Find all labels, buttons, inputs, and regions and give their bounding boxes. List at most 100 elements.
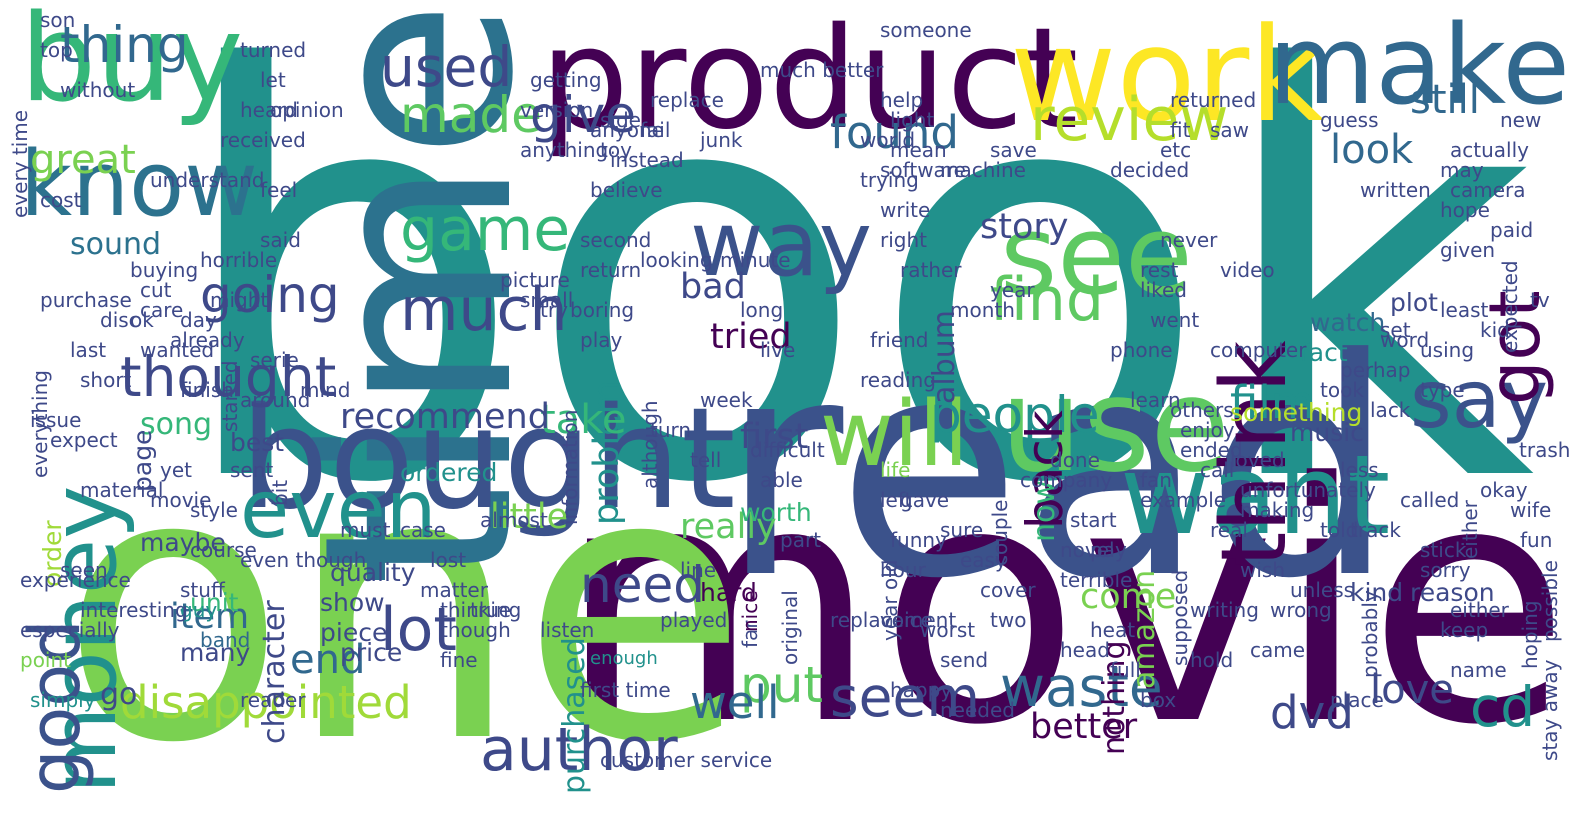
- word-friend: friend: [870, 328, 929, 352]
- word-might: might: [210, 288, 269, 312]
- word-sorry: sorry: [1420, 558, 1471, 582]
- word-written: written: [1360, 178, 1431, 202]
- word-life: life: [880, 458, 911, 482]
- word-purchase: purchase: [40, 288, 132, 312]
- word-write: write: [880, 198, 931, 222]
- word-left: left: [880, 488, 913, 512]
- word-much: much: [400, 275, 568, 345]
- word-way: way: [690, 192, 873, 297]
- word-camera: camera: [1450, 178, 1526, 202]
- word-listen: listen: [540, 618, 595, 642]
- word-head: head: [1060, 638, 1110, 662]
- word-possible: possible: [1538, 560, 1562, 642]
- word-computer: computer: [1210, 338, 1307, 362]
- word-stick: stick: [1420, 538, 1467, 562]
- word-place: place: [1330, 688, 1384, 712]
- word-see: see: [1000, 191, 1193, 319]
- word-around: around: [240, 388, 311, 412]
- word-send: send: [940, 648, 989, 672]
- word-phone: phone: [1110, 338, 1173, 362]
- word-heat: heat: [1090, 618, 1136, 642]
- word-maybe: maybe: [140, 528, 226, 557]
- word-customer-service: customer service: [600, 748, 773, 772]
- word-decided: decided: [1110, 158, 1190, 182]
- word-wife: wife: [1510, 498, 1552, 522]
- word-stay-away: stay away: [1538, 659, 1562, 761]
- word-word: word: [1380, 328, 1430, 352]
- word-style: style: [190, 498, 238, 522]
- word-replace: replace: [650, 88, 724, 112]
- word-go: go: [100, 677, 138, 712]
- word-already: already: [170, 328, 245, 352]
- word-pay: pay: [1090, 538, 1127, 562]
- word-make: make: [1268, 1, 1570, 129]
- word-though: though: [440, 618, 511, 642]
- word-small: small: [520, 288, 574, 312]
- word-box: box: [1140, 688, 1177, 712]
- word-unit: unit: [190, 588, 239, 617]
- word-almost: almost: [480, 508, 548, 532]
- word-quality: quality: [330, 558, 416, 587]
- word-unfortunately: unfortunately: [1240, 478, 1376, 502]
- word-matter: matter: [420, 578, 488, 602]
- word-kid: kid: [1480, 318, 1510, 342]
- word-ordered: ordered: [400, 458, 498, 487]
- word-especially: especially: [20, 618, 120, 642]
- word-fun: fun: [1520, 528, 1553, 552]
- word-day: day: [180, 308, 217, 332]
- word-product: product: [540, 0, 1079, 161]
- word-really: really: [680, 507, 777, 547]
- word-short: short: [80, 368, 132, 392]
- word-every-time: every time: [8, 109, 32, 218]
- word-say: say: [1410, 353, 1549, 446]
- word-try: try: [540, 298, 568, 322]
- word-fine: fine: [440, 648, 478, 672]
- word-son: son: [40, 8, 76, 32]
- word-material: material: [80, 478, 164, 502]
- word-played: played: [660, 608, 728, 632]
- word-cost: cost: [40, 188, 82, 212]
- word-simply: simply: [30, 688, 96, 712]
- word-trash: trash: [1519, 438, 1570, 462]
- word-learn: learn: [1130, 388, 1181, 412]
- word-anyone: anyone: [590, 118, 664, 142]
- word-boring: boring: [570, 298, 635, 322]
- word-author: author: [480, 715, 678, 785]
- word-one: one: [60, 394, 749, 824]
- word-music: music: [1290, 418, 1364, 447]
- word-best: best: [230, 428, 285, 457]
- word-hope: hope: [1440, 198, 1490, 222]
- word-first: first: [740, 417, 809, 457]
- word-purchased: purchased: [557, 637, 592, 794]
- word-must: must: [340, 518, 391, 542]
- word-light: light: [890, 108, 935, 132]
- word-waste: waste: [1000, 655, 1163, 719]
- word-review: review: [1030, 85, 1229, 155]
- word-perhap: perhap: [1340, 358, 1411, 382]
- word-point: point: [20, 648, 72, 672]
- word-reading: reading: [860, 368, 936, 392]
- word-enjoy: enjoy: [1180, 418, 1235, 442]
- word-started: started: [218, 360, 242, 432]
- word-week: week: [700, 388, 753, 412]
- word-right: right: [880, 228, 927, 252]
- word-mind: mind: [300, 378, 351, 402]
- word-song: song: [140, 407, 213, 442]
- word-tv: tv: [1530, 288, 1550, 312]
- word-know: know: [20, 132, 258, 237]
- word-disc: disc: [100, 308, 140, 332]
- word-return: return: [580, 258, 642, 282]
- word-look: look: [1330, 127, 1414, 173]
- word-information: information: [558, 409, 582, 525]
- word-new: new: [1500, 108, 1542, 132]
- word-original: original: [778, 590, 802, 665]
- word-least: least: [1440, 298, 1489, 322]
- word-etc: etc: [1160, 138, 1192, 162]
- word-love: love: [1370, 667, 1454, 713]
- word-sound: sound: [70, 227, 162, 262]
- word-hour: hour: [880, 558, 926, 582]
- word-year: year: [990, 278, 1035, 302]
- word-movie: movie: [557, 413, 1570, 797]
- word-others: others: [1170, 398, 1234, 422]
- word-someone: someone: [880, 18, 972, 42]
